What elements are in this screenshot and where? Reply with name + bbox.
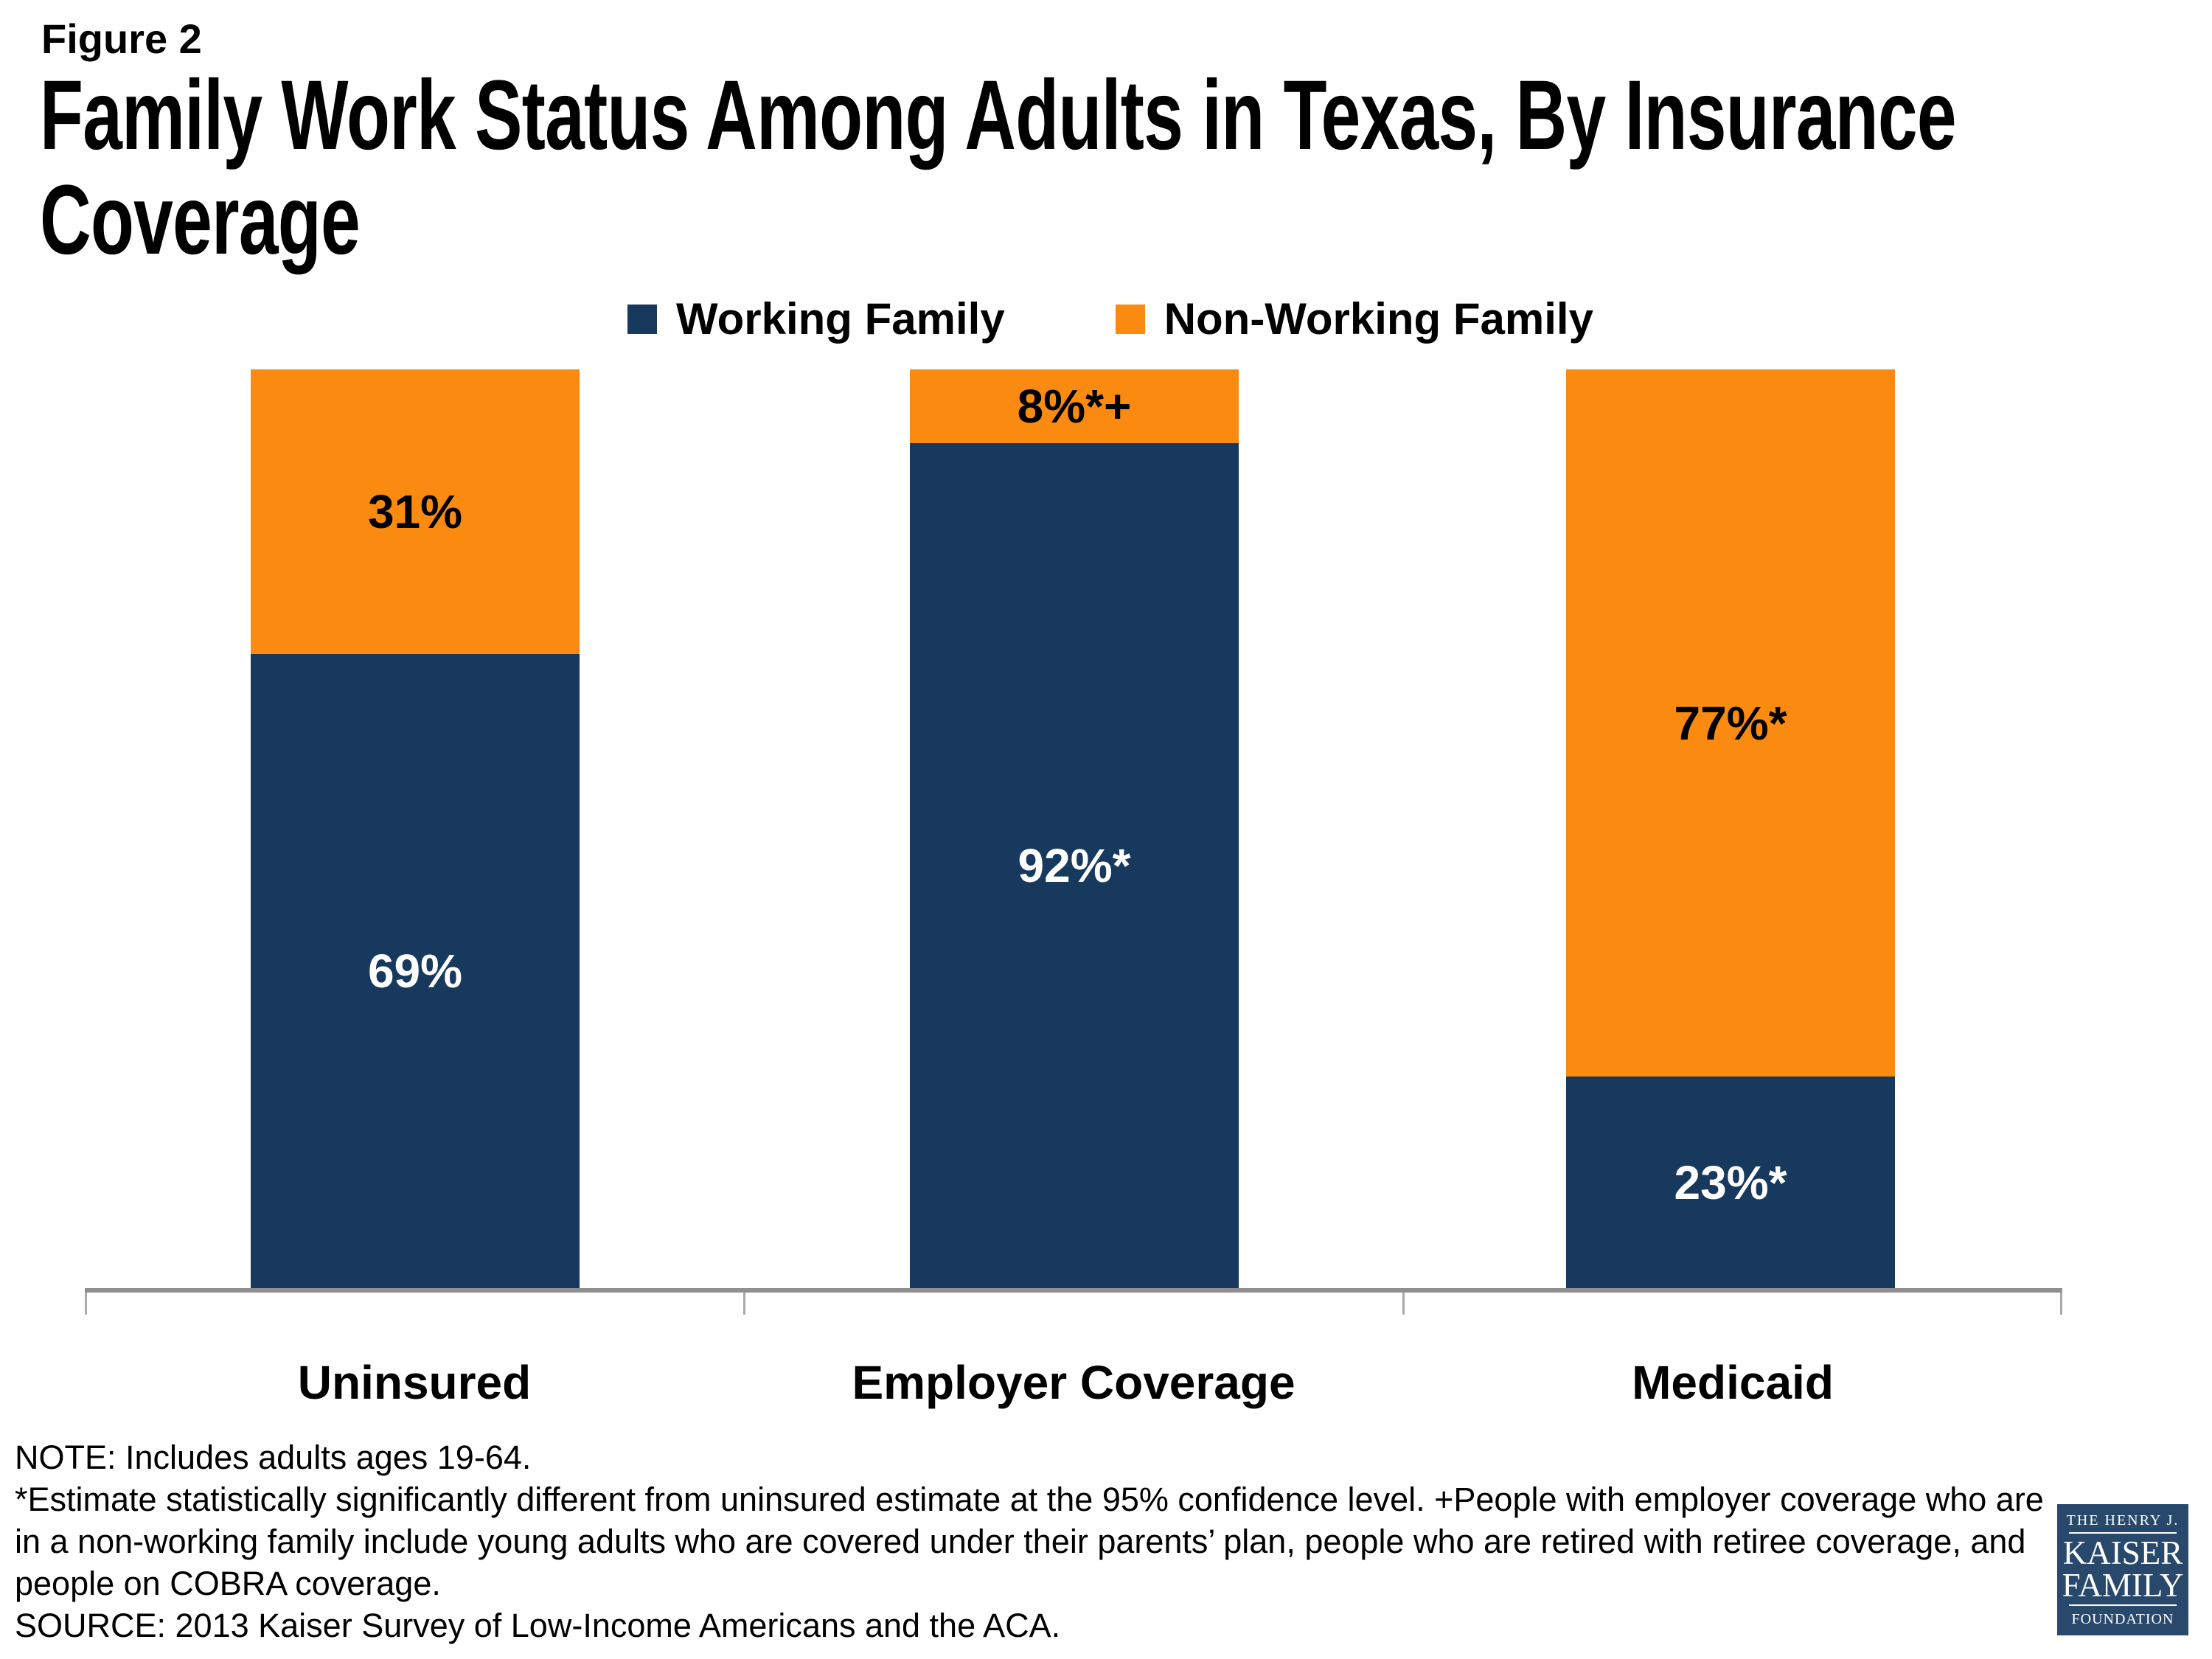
x-axis-tick bbox=[85, 1293, 87, 1315]
page-title-line-1: Family Work Status Among Adults in Texas… bbox=[40, 60, 1957, 170]
data-label: 77%* bbox=[1674, 696, 1787, 750]
logo-line-family: FAMILY bbox=[2062, 1566, 2184, 1604]
data-label: 8%*+ bbox=[1017, 379, 1132, 433]
data-label: 31% bbox=[367, 485, 463, 539]
legend: Working Family Non-Working Family bbox=[122, 293, 2099, 344]
segment-medicaid-non-working: 77%* bbox=[1566, 369, 1895, 1077]
segment-uninsured-non-working: 31% bbox=[251, 369, 580, 655]
page-title: Family Work Status Among Adults in Texas… bbox=[40, 63, 2110, 273]
notes-block: NOTE: Includes adults ages 19-64. *Estim… bbox=[15, 1436, 2065, 1646]
x-axis-tick bbox=[2060, 1293, 2062, 1315]
category-label-uninsured: Uninsured bbox=[297, 1356, 532, 1409]
logo-line-foundation: FOUNDATION bbox=[2071, 1610, 2174, 1627]
category-label-medicaid: Medicaid bbox=[1632, 1356, 1834, 1409]
x-axis-line bbox=[85, 1288, 2062, 1293]
bar-employer-coverage: 8%*+ 92%* bbox=[910, 369, 1239, 1288]
legend-swatch-non-working-family bbox=[1115, 304, 1145, 334]
data-label: 92%* bbox=[1018, 838, 1131, 892]
bar-medicaid: 77%* 23%* bbox=[1566, 369, 1895, 1288]
legend-label-non-working-family: Non-Working Family bbox=[1164, 294, 1593, 344]
legend-swatch-working-family bbox=[627, 304, 658, 334]
bar-uninsured: 31% 69% bbox=[251, 369, 580, 1288]
segment-uninsured-working: 69% bbox=[251, 654, 580, 1288]
figure-label: Figure 2 bbox=[41, 15, 202, 62]
legend-item-working-family: Working Family bbox=[627, 293, 1005, 344]
footnote-text: *Estimate statistically significantly di… bbox=[15, 1481, 2044, 1602]
x-axis-tick bbox=[1402, 1293, 1405, 1315]
legend-item-non-working-family: Non-Working Family bbox=[1115, 293, 1593, 344]
category-label-employer-coverage: Employer Coverage bbox=[852, 1356, 1295, 1409]
segment-medicaid-working: 23%* bbox=[1566, 1077, 1895, 1288]
kaiser-family-foundation-logo: THE HENRY J. KAISER FAMILY FOUNDATION bbox=[2057, 1504, 2188, 1635]
source-text: SOURCE: 2013 Kaiser Survey of Low-Income… bbox=[15, 1607, 1061, 1644]
logo-divider bbox=[2069, 1531, 2177, 1534]
note-text: NOTE: Includes adults ages 19-64. bbox=[15, 1439, 532, 1476]
segment-employer-working: 92%* bbox=[910, 442, 1239, 1288]
page-title-line-2: Coverage bbox=[40, 165, 361, 275]
logo-line-the-henry-j: THE HENRY J. bbox=[2066, 1512, 2180, 1528]
x-axis-tick bbox=[743, 1293, 745, 1315]
data-label: 69% bbox=[367, 945, 463, 998]
data-label: 23%* bbox=[1674, 1155, 1787, 1209]
legend-label-working-family: Working Family bbox=[676, 294, 1005, 344]
logo-divider bbox=[2069, 1604, 2177, 1606]
segment-employer-non-working: 8%*+ bbox=[910, 369, 1239, 443]
logo-line-kaiser: KAISER bbox=[2062, 1534, 2183, 1571]
